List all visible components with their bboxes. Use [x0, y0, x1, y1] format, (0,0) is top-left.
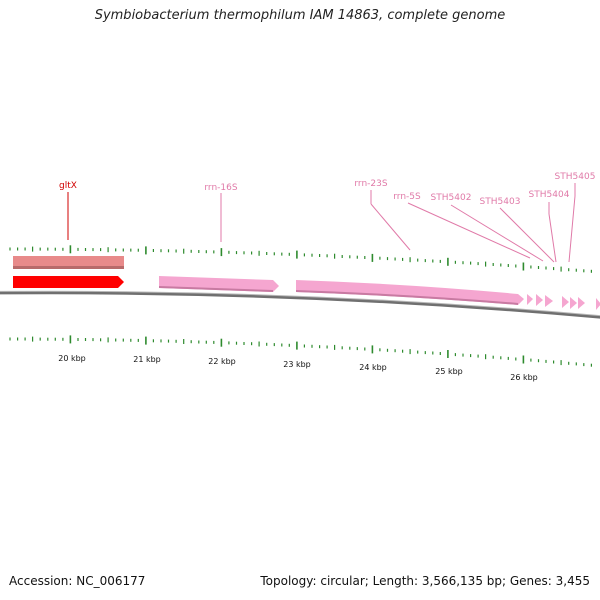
label-line-STH5405-b — [568, 195, 576, 263]
gene-arrow-gltX[interactable] — [13, 276, 124, 288]
gene-arrow-STH5402[interactable] — [536, 294, 543, 306]
gene-label-gltX[interactable]: gltX — [59, 181, 77, 191]
kbp-label-26: 26 kbp — [510, 373, 538, 382]
kbp-label-22: 22 kbp — [208, 357, 236, 366]
gene-label-STH5405[interactable]: STH5405 — [555, 172, 596, 182]
label-line-STH5404-b — [548, 213, 557, 263]
gene-arrow-STH5403[interactable] — [545, 295, 553, 307]
gene-arrow-STH5405[interactable] — [570, 297, 577, 309]
kbp-label-24: 24 kbp — [359, 363, 387, 372]
gene-label-STH5402[interactable]: STH5402 — [431, 193, 472, 203]
gene-label-rrn-16S[interactable]: rrn-16S — [204, 183, 237, 193]
kbp-label-25: 25 kbp — [435, 367, 463, 376]
kbp-label-20: 20 kbp — [58, 354, 86, 363]
gene-arrow-extra-2[interactable] — [596, 298, 600, 310]
gene-arrow-extra-1[interactable] — [578, 297, 585, 309]
label-line-rrn-23S-diag — [370, 203, 411, 251]
label-line-STH5402 — [450, 204, 544, 262]
gene-bar-gltX-reverse[interactable] — [13, 256, 124, 269]
tick-row-outer — [9, 245, 593, 273]
gene-label-rrn-5S[interactable]: rrn-5S — [393, 192, 421, 202]
gene-label-STH5403[interactable]: STH5403 — [480, 197, 521, 207]
label-line-STH5403 — [499, 207, 555, 263]
gene-arrow-rrn-16S-shade — [159, 286, 273, 292]
label-line-rrn-5S — [407, 202, 531, 259]
genome-title: Symbiobacterium thermophilum IAM 14863, … — [94, 8, 506, 23]
genome-backbone — [0, 291, 600, 319]
tick-row-inner — [9, 335, 593, 367]
gene-bar-gltX-reverse-shade — [13, 266, 124, 269]
kbp-label-21: 21 kbp — [133, 355, 161, 364]
gene-label-rrn-23S[interactable]: rrn-23S — [354, 179, 387, 189]
gene-arrow-rrn-23S[interactable] — [296, 280, 524, 305]
genome-backbone-highlight — [0, 290, 600, 317]
gene-arrow-rrn-5S[interactable] — [527, 294, 533, 305]
topology-text: Topology: circular; Length: 3,566,135 bp… — [260, 574, 590, 588]
accession-text: Accession: NC_006177 — [9, 574, 146, 588]
gene-label-STH5404[interactable]: STH5404 — [529, 190, 570, 200]
kbp-label-23: 23 kbp — [283, 360, 311, 369]
gene-arrow-rrn-23S-shade — [296, 290, 518, 305]
gene-arrow-STH5404[interactable] — [562, 296, 569, 308]
